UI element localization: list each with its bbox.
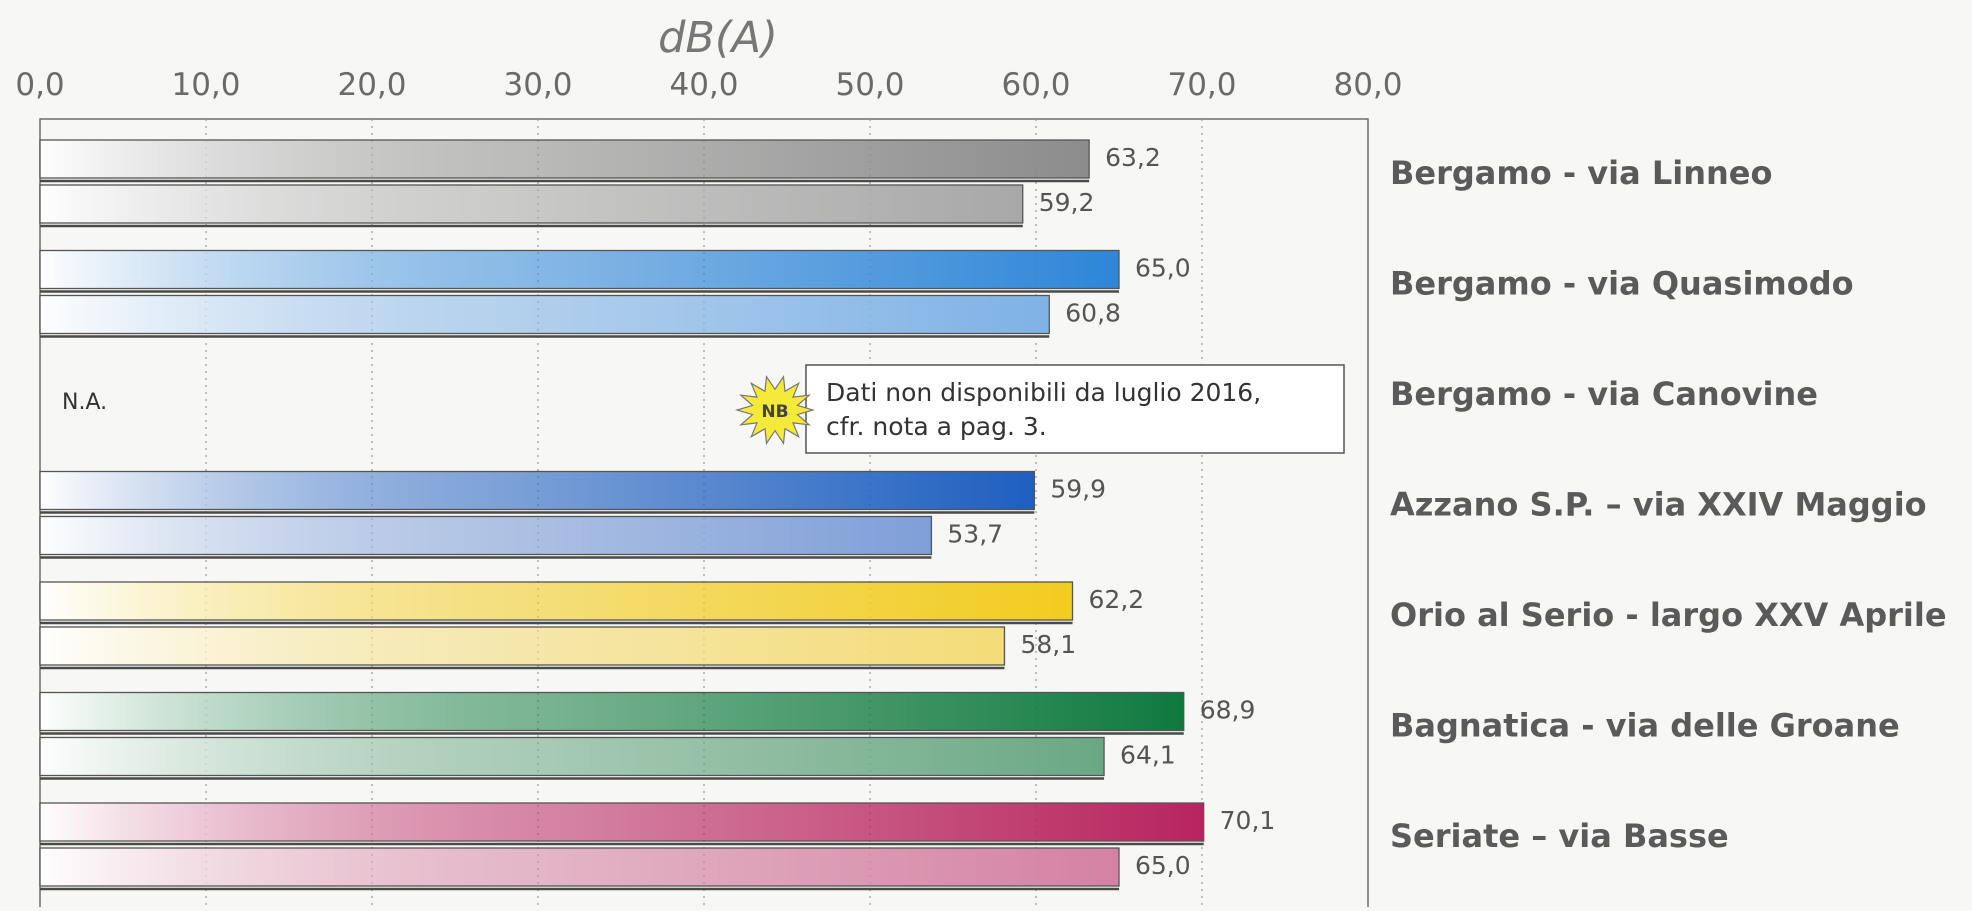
bar <box>39 515 933 556</box>
bar <box>39 470 1035 511</box>
category-label: Orio al Serio - largo XXV Aprile <box>1390 596 1947 634</box>
bar <box>39 581 1074 621</box>
nb-starburst-icon <box>734 374 816 446</box>
bar <box>39 294 1050 335</box>
x-tick-label: 80,0 <box>1333 67 1402 103</box>
bar <box>39 802 1205 842</box>
value-label: 65,0 <box>1135 254 1191 283</box>
value-label: 68,9 <box>1200 696 1256 725</box>
category-label: Bergamo - via Quasimodo <box>1390 265 1854 303</box>
bar <box>39 184 1024 224</box>
bar <box>39 626 1006 666</box>
value-label: 62,2 <box>1089 585 1145 614</box>
x-tick-label: 50,0 <box>835 67 904 103</box>
bar <box>39 847 1120 887</box>
bar <box>39 736 1105 777</box>
x-tick-label: 70,0 <box>1167 67 1236 103</box>
value-label: 58,1 <box>1020 630 1076 659</box>
x-tick-label: 40,0 <box>669 67 738 103</box>
category-label: Seriate – via Basse <box>1390 817 1729 855</box>
bar <box>39 249 1120 290</box>
x-tick-label: 20,0 <box>337 67 406 103</box>
missing-data-label: N.A. <box>62 390 107 415</box>
value-label: 65,0 <box>1135 851 1191 880</box>
bar <box>39 691 1185 732</box>
category-label: Bergamo - via Linneo <box>1390 154 1772 192</box>
axis-title: dB(A) <box>658 13 778 63</box>
value-label: 59,2 <box>1039 188 1095 217</box>
category-label: Bergamo - via Canovine <box>1390 375 1818 413</box>
annotation-box <box>805 364 1345 454</box>
annotation-text: Dati non disponibili da luglio 2016, <box>826 378 1261 407</box>
x-tick-label: 10,0 <box>171 67 240 103</box>
value-label: 60,8 <box>1065 299 1121 328</box>
value-label: 64,1 <box>1120 741 1176 770</box>
nb-badge-label: NB <box>761 402 788 422</box>
category-label: Bagnatica - via delle Groane <box>1390 707 1900 745</box>
category-label: Azzano S.P. – via XXIV Maggio <box>1390 486 1927 524</box>
value-label: 53,7 <box>947 520 1003 549</box>
value-label: 59,9 <box>1050 475 1106 504</box>
annotation-text: cfr. nota a pag. 3. <box>826 412 1047 441</box>
x-tick-label: 30,0 <box>503 67 572 103</box>
x-tick-label: 0,0 <box>15 67 64 103</box>
bar <box>39 139 1090 179</box>
x-tick-label: 60,0 <box>1001 67 1070 103</box>
value-label: 63,2 <box>1105 143 1161 172</box>
value-label: 70,1 <box>1220 806 1276 835</box>
